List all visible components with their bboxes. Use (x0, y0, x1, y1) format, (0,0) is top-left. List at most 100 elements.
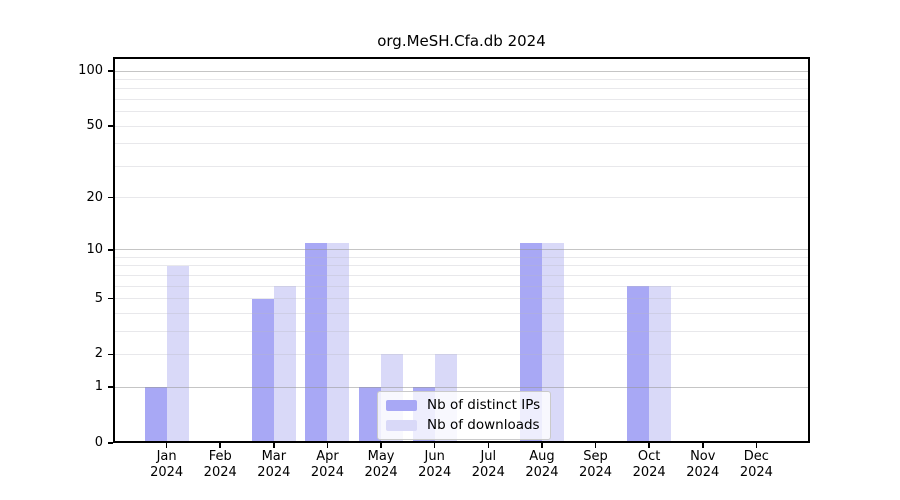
y-tick-label: 100 (78, 63, 103, 78)
x-tick-year: 2024 (632, 465, 666, 480)
gridline-minor (113, 197, 810, 199)
y-tick (108, 353, 113, 356)
x-tick-label: Nov 2024 (671, 449, 735, 481)
x-tick (701, 443, 704, 448)
x-tick-label: Sep 2024 (564, 449, 628, 481)
bar-distinct-ips-apr (305, 242, 328, 443)
y-tick-label: 50 (86, 118, 103, 134)
gridline-minor (113, 143, 810, 145)
spine-bottom (113, 441, 810, 443)
legend-item-downloads: Nb of downloads (386, 418, 540, 433)
plot-area: Nb of distinct IPs Nb of downloads 0 1 2 5 1… (78, 57, 810, 480)
x-tick-year: 2024 (686, 465, 720, 480)
y-tick-label: 0 (94, 435, 103, 450)
x-tick-year: 2024 (525, 465, 559, 480)
x-tick-year: 2024 (471, 465, 505, 480)
x-tick (594, 443, 597, 448)
legend-swatch-distinct-ips (386, 400, 417, 411)
spine-left (113, 57, 115, 443)
gridline-minor (113, 165, 810, 167)
x-tick (487, 443, 490, 448)
y-tick-label: 20 (86, 189, 103, 205)
y-tick-label: 10 (86, 241, 103, 257)
x-tick-label: Aug 2024 (510, 449, 574, 481)
x-tick-label: May 2024 (349, 449, 413, 481)
gridline-minor (113, 98, 810, 100)
gridline-minor (113, 256, 810, 258)
x-tick-label: Jun 2024 (403, 449, 467, 481)
y-tick (108, 248, 113, 251)
x-tick-month: Jan (156, 449, 177, 464)
y-tick (108, 70, 113, 72)
y-tick-label: 2 (94, 346, 103, 362)
legend-swatch-downloads (386, 420, 417, 431)
spine-right (808, 57, 810, 443)
x-tick-year: 2024 (150, 465, 184, 480)
bar-downloads-apr (327, 242, 350, 443)
x-tick-month: Feb (208, 449, 232, 464)
bar-distinct-ips-mar (251, 298, 274, 443)
x-tick (273, 443, 275, 448)
y-tick (108, 386, 113, 388)
gridline-minor (113, 353, 810, 355)
gridline-major (113, 386, 810, 388)
legend-label-downloads: Nb of downloads (427, 417, 540, 433)
x-tick (380, 443, 382, 448)
y-tick-label: 1 (94, 379, 103, 395)
bar-downloads-mar (273, 286, 296, 443)
spine-top (113, 57, 810, 59)
gridline-major (113, 249, 810, 251)
x-tick-month: Aug (529, 449, 555, 464)
gridline-minor (113, 265, 810, 267)
legend: Nb of distinct IPs Nb of downloads (377, 391, 552, 440)
gridline-minor (113, 274, 810, 276)
x-tick-month: Apr (316, 449, 339, 464)
x-tick (165, 443, 168, 448)
x-tick-month: Nov (690, 449, 716, 464)
x-tick-label: Jan 2024 (135, 449, 199, 481)
y-tick-label: 5 (94, 290, 103, 306)
x-tick (433, 443, 436, 448)
x-tick-month: Dec (743, 449, 769, 464)
legend-label-distinct-ips: Nb of distinct IPs (427, 397, 541, 413)
x-tick (219, 443, 222, 448)
bar-distinct-ips-may (359, 387, 382, 443)
gridline-minor (113, 111, 810, 113)
x-tick-label: Oct 2024 (617, 449, 681, 481)
x-tick-label: Apr 2024 (295, 449, 359, 481)
x-tick-month: Jun (424, 449, 445, 464)
x-tick-month: Sep (583, 449, 608, 464)
y-tick (108, 297, 113, 300)
x-tick-year: 2024 (739, 465, 773, 480)
x-tick-year: 2024 (257, 465, 291, 480)
x-tick (541, 443, 543, 448)
gridline-minor (113, 312, 810, 314)
chart-title: org.MeSH.Cfa.db 2024 (377, 32, 546, 50)
x-tick-label: Dec 2024 (724, 449, 788, 481)
x-tick-year: 2024 (364, 465, 398, 480)
x-tick (326, 443, 329, 448)
y-tick (108, 196, 113, 199)
gridline-minor (113, 88, 810, 90)
x-tick-month: Jul (480, 449, 497, 464)
x-tick-month: May (367, 449, 395, 464)
x-tick (648, 443, 650, 448)
x-tick-month: Oct (637, 449, 661, 464)
gridline-minor (113, 125, 810, 127)
bar-distinct-ips-jan (144, 387, 167, 443)
x-tick-year: 2024 (310, 465, 344, 480)
x-tick (755, 443, 758, 448)
y-tick (108, 125, 113, 127)
x-tick-year: 2024 (418, 465, 452, 480)
legend-item-distinct-ips: Nb of distinct IPs (386, 398, 540, 413)
gridline-major (113, 70, 810, 72)
gridline-minor (113, 285, 810, 287)
x-tick-year: 2024 (578, 465, 613, 480)
x-tick-month: Mar (261, 449, 287, 464)
bar-downloads-jan (166, 265, 189, 443)
x-tick-year: 2024 (203, 465, 237, 480)
x-tick-label: Jul 2024 (456, 449, 520, 481)
gridline-minor (113, 330, 810, 332)
x-tick-label: Mar 2024 (242, 449, 306, 481)
